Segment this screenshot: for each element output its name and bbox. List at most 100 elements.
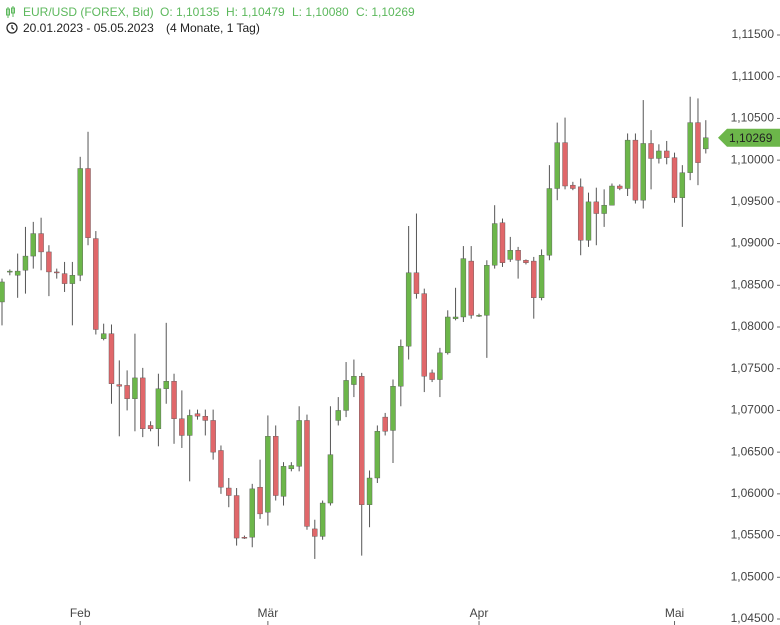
candle (554, 122, 560, 201)
candle-body (671, 157, 678, 198)
y-tick-label: 1,08000 (731, 319, 775, 333)
candle-body (585, 201, 592, 241)
candle-body (617, 185, 623, 189)
candle (179, 390, 185, 448)
candle (390, 379, 396, 463)
candle-body (648, 143, 654, 159)
candle-body (484, 265, 490, 316)
candle (413, 213, 420, 299)
candle (335, 397, 341, 426)
candle-body (38, 233, 44, 253)
candle-body (233, 495, 240, 539)
candle (194, 409, 201, 420)
candles-icon (6, 6, 15, 18)
summary-high: H: 1,10479 (226, 5, 285, 19)
candle-body (577, 186, 584, 241)
y-tick-label: 1,06500 (731, 444, 775, 458)
candle-body (538, 255, 545, 299)
candle-body (687, 122, 693, 173)
y-tick-label: 1,07500 (731, 361, 775, 375)
candle-body (421, 293, 427, 377)
candle (374, 425, 381, 484)
candle-body (351, 376, 357, 385)
candle (609, 183, 615, 206)
candle-body (265, 436, 271, 513)
candle-body (374, 431, 381, 479)
clock-icon (6, 22, 18, 34)
candle (624, 133, 631, 197)
candle (171, 373, 177, 444)
candle (38, 217, 44, 271)
candle (7, 269, 13, 276)
candle (226, 478, 232, 508)
candle (476, 313, 482, 317)
candle (241, 535, 248, 539)
candle (288, 462, 295, 472)
candle (312, 519, 318, 559)
summary-close: C: 1,10269 (356, 5, 415, 19)
candle-body (140, 377, 146, 429)
candle (562, 117, 568, 190)
candle-body (147, 425, 154, 429)
candle-body (241, 537, 248, 539)
candle (421, 288, 427, 393)
candle-body (93, 238, 99, 330)
y-tick-label: 1,09500 (731, 194, 775, 208)
candle-body (273, 436, 279, 496)
summary-open: O: 1,10135 (160, 5, 220, 19)
candle-body (507, 250, 513, 260)
candle (265, 415, 271, 526)
candle-body (366, 477, 373, 505)
candle-body (124, 385, 130, 399)
candle-body (570, 184, 576, 189)
candle-body (601, 204, 607, 214)
candle (210, 409, 216, 460)
candle (280, 462, 287, 506)
candle (22, 226, 29, 294)
candle-body (593, 201, 600, 214)
candle (218, 445, 224, 494)
candle-body (554, 142, 560, 189)
candle (640, 100, 646, 209)
candle (132, 333, 138, 432)
candle-body (437, 352, 443, 380)
candle-body (523, 260, 529, 263)
candle-body (703, 137, 709, 150)
candle (546, 165, 553, 261)
candle (273, 425, 279, 501)
candle (656, 144, 662, 164)
candle (327, 406, 334, 506)
candle (257, 459, 263, 519)
candle (398, 339, 404, 407)
candle (319, 500, 326, 540)
y-tick-label: 1,05500 (731, 528, 775, 542)
candle-body (163, 381, 169, 389)
candle (664, 140, 670, 165)
candle-body (61, 273, 68, 284)
candle (140, 367, 146, 438)
candle (632, 133, 639, 204)
candle-body (171, 381, 177, 419)
subtitle: 20.01.2023 - 05.05.2023 (23, 21, 154, 35)
chart-title: EUR/USD (FOREX, Bid) (23, 5, 154, 19)
candle (0, 278, 5, 326)
candle-body (22, 255, 29, 271)
candle-body (382, 416, 388, 432)
candle (703, 120, 709, 154)
y-tick-label: 1,07000 (731, 403, 775, 417)
candle (601, 189, 607, 227)
candle-body (296, 420, 302, 467)
candle-body (116, 384, 123, 387)
candle (570, 181, 576, 191)
candle (671, 152, 678, 203)
candle-body (100, 333, 107, 339)
candle-body (108, 333, 115, 384)
candle (124, 370, 130, 411)
candle-body (0, 281, 5, 303)
candle-body (632, 139, 639, 201)
candle (351, 359, 357, 398)
candle-body (226, 487, 232, 496)
candle (468, 246, 474, 319)
candle-body (460, 258, 467, 318)
